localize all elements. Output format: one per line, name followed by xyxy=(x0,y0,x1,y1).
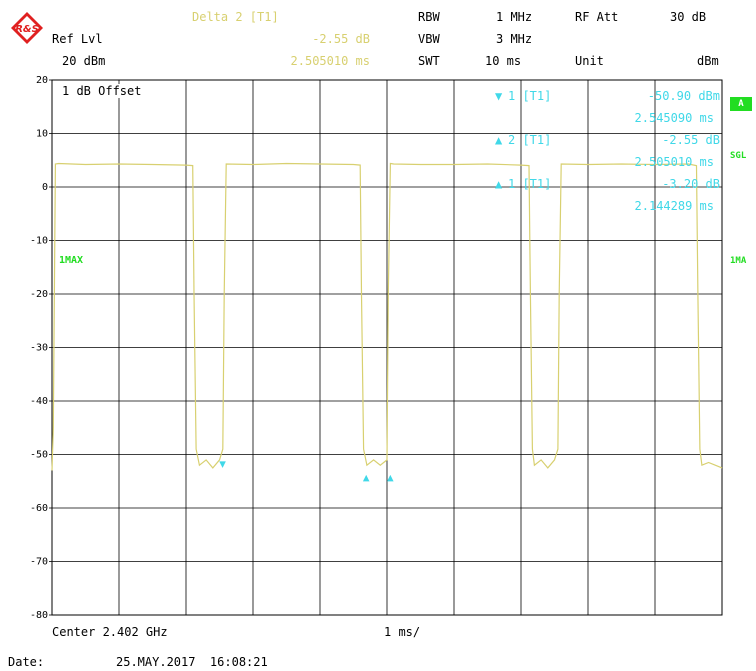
unit-label: Unit xyxy=(575,54,604,68)
y-tick-label: -20 xyxy=(30,289,48,300)
y-tick-label: 10 xyxy=(36,129,48,140)
y-tick-label: -40 xyxy=(30,396,48,407)
delta-db: -2.55 dB xyxy=(312,32,370,46)
marker-label: 1 [T1] xyxy=(508,177,552,191)
marker-symbol-icon: ▼ xyxy=(495,89,503,103)
marker-symbol-icon: ▲ xyxy=(495,177,503,191)
marker-symbol-icon: ▲ xyxy=(495,133,503,147)
marker-points: ▼ ▲ ▲ xyxy=(219,457,394,484)
y-tick-label: -80 xyxy=(30,610,48,621)
y-axis-ticks: 20 10 0 -10 -20 -30 -40 -50 -60 -70 -80 xyxy=(30,75,52,621)
swt-value: 10 ms xyxy=(485,54,522,68)
rbw-label: RBW xyxy=(418,10,440,24)
badge-trace: 1MA xyxy=(730,256,747,266)
marker-point-1[interactable]: ▼ xyxy=(219,457,226,470)
div-label: 1 ms/ xyxy=(384,625,421,639)
logo-text: R&S xyxy=(15,24,39,35)
date-label: Date: xyxy=(8,655,45,669)
y-tick-label: 0 xyxy=(42,182,48,193)
y-tick-label: -10 xyxy=(30,236,48,247)
marker-value: -2.55 dB xyxy=(662,133,720,147)
offset-label: 1 dB Offset xyxy=(58,84,146,98)
reflvl-label: Ref Lvl xyxy=(52,32,103,46)
marker-time: 2.545090 ms xyxy=(634,111,714,125)
marker-point-1r[interactable]: ▲ xyxy=(363,471,370,484)
marker-label: 1 [T1] xyxy=(508,89,552,103)
delta-time: 2.505010 ms xyxy=(290,54,370,68)
trace-label: 1MAX xyxy=(59,255,84,266)
marker-value: -50.90 dBm xyxy=(647,89,720,103)
y-tick-label: -30 xyxy=(30,343,48,354)
swt-label: SWT xyxy=(418,54,440,68)
marker-value: -3.20 dB xyxy=(662,177,720,191)
vbw-value: 3 MHz xyxy=(496,32,533,46)
rbw-value: 1 MHz xyxy=(496,10,533,24)
badge-sgl: SGL xyxy=(730,151,747,161)
rfatt-label: RF Att xyxy=(575,10,619,24)
vbw-label: VBW xyxy=(418,32,440,46)
y-tick-label: -70 xyxy=(30,557,48,568)
marker-time: 2.505010 ms xyxy=(634,155,714,169)
y-tick-label: -60 xyxy=(30,503,48,514)
center-label: Center 2.402 GHz xyxy=(52,625,168,639)
unit-value: dBm xyxy=(697,54,719,68)
date-value: 25.MAY.2017 16:08:21 xyxy=(116,655,268,669)
marker-point-2[interactable]: ▲ xyxy=(387,471,394,484)
y-tick-label: 20 xyxy=(36,75,48,86)
rfatt-value: 30 dB xyxy=(670,10,707,24)
reflvl-value: 20 dBm xyxy=(62,54,106,68)
trace-line xyxy=(51,162,723,471)
marker-time: 2.144289 ms xyxy=(634,199,714,213)
badge-a: A xyxy=(730,97,752,111)
y-tick-label: -50 xyxy=(30,450,48,461)
rs-logo: R&S xyxy=(11,12,43,44)
delta-label: Delta 2 [T1] xyxy=(192,10,279,24)
marker-label: 2 [T1] xyxy=(508,133,552,147)
